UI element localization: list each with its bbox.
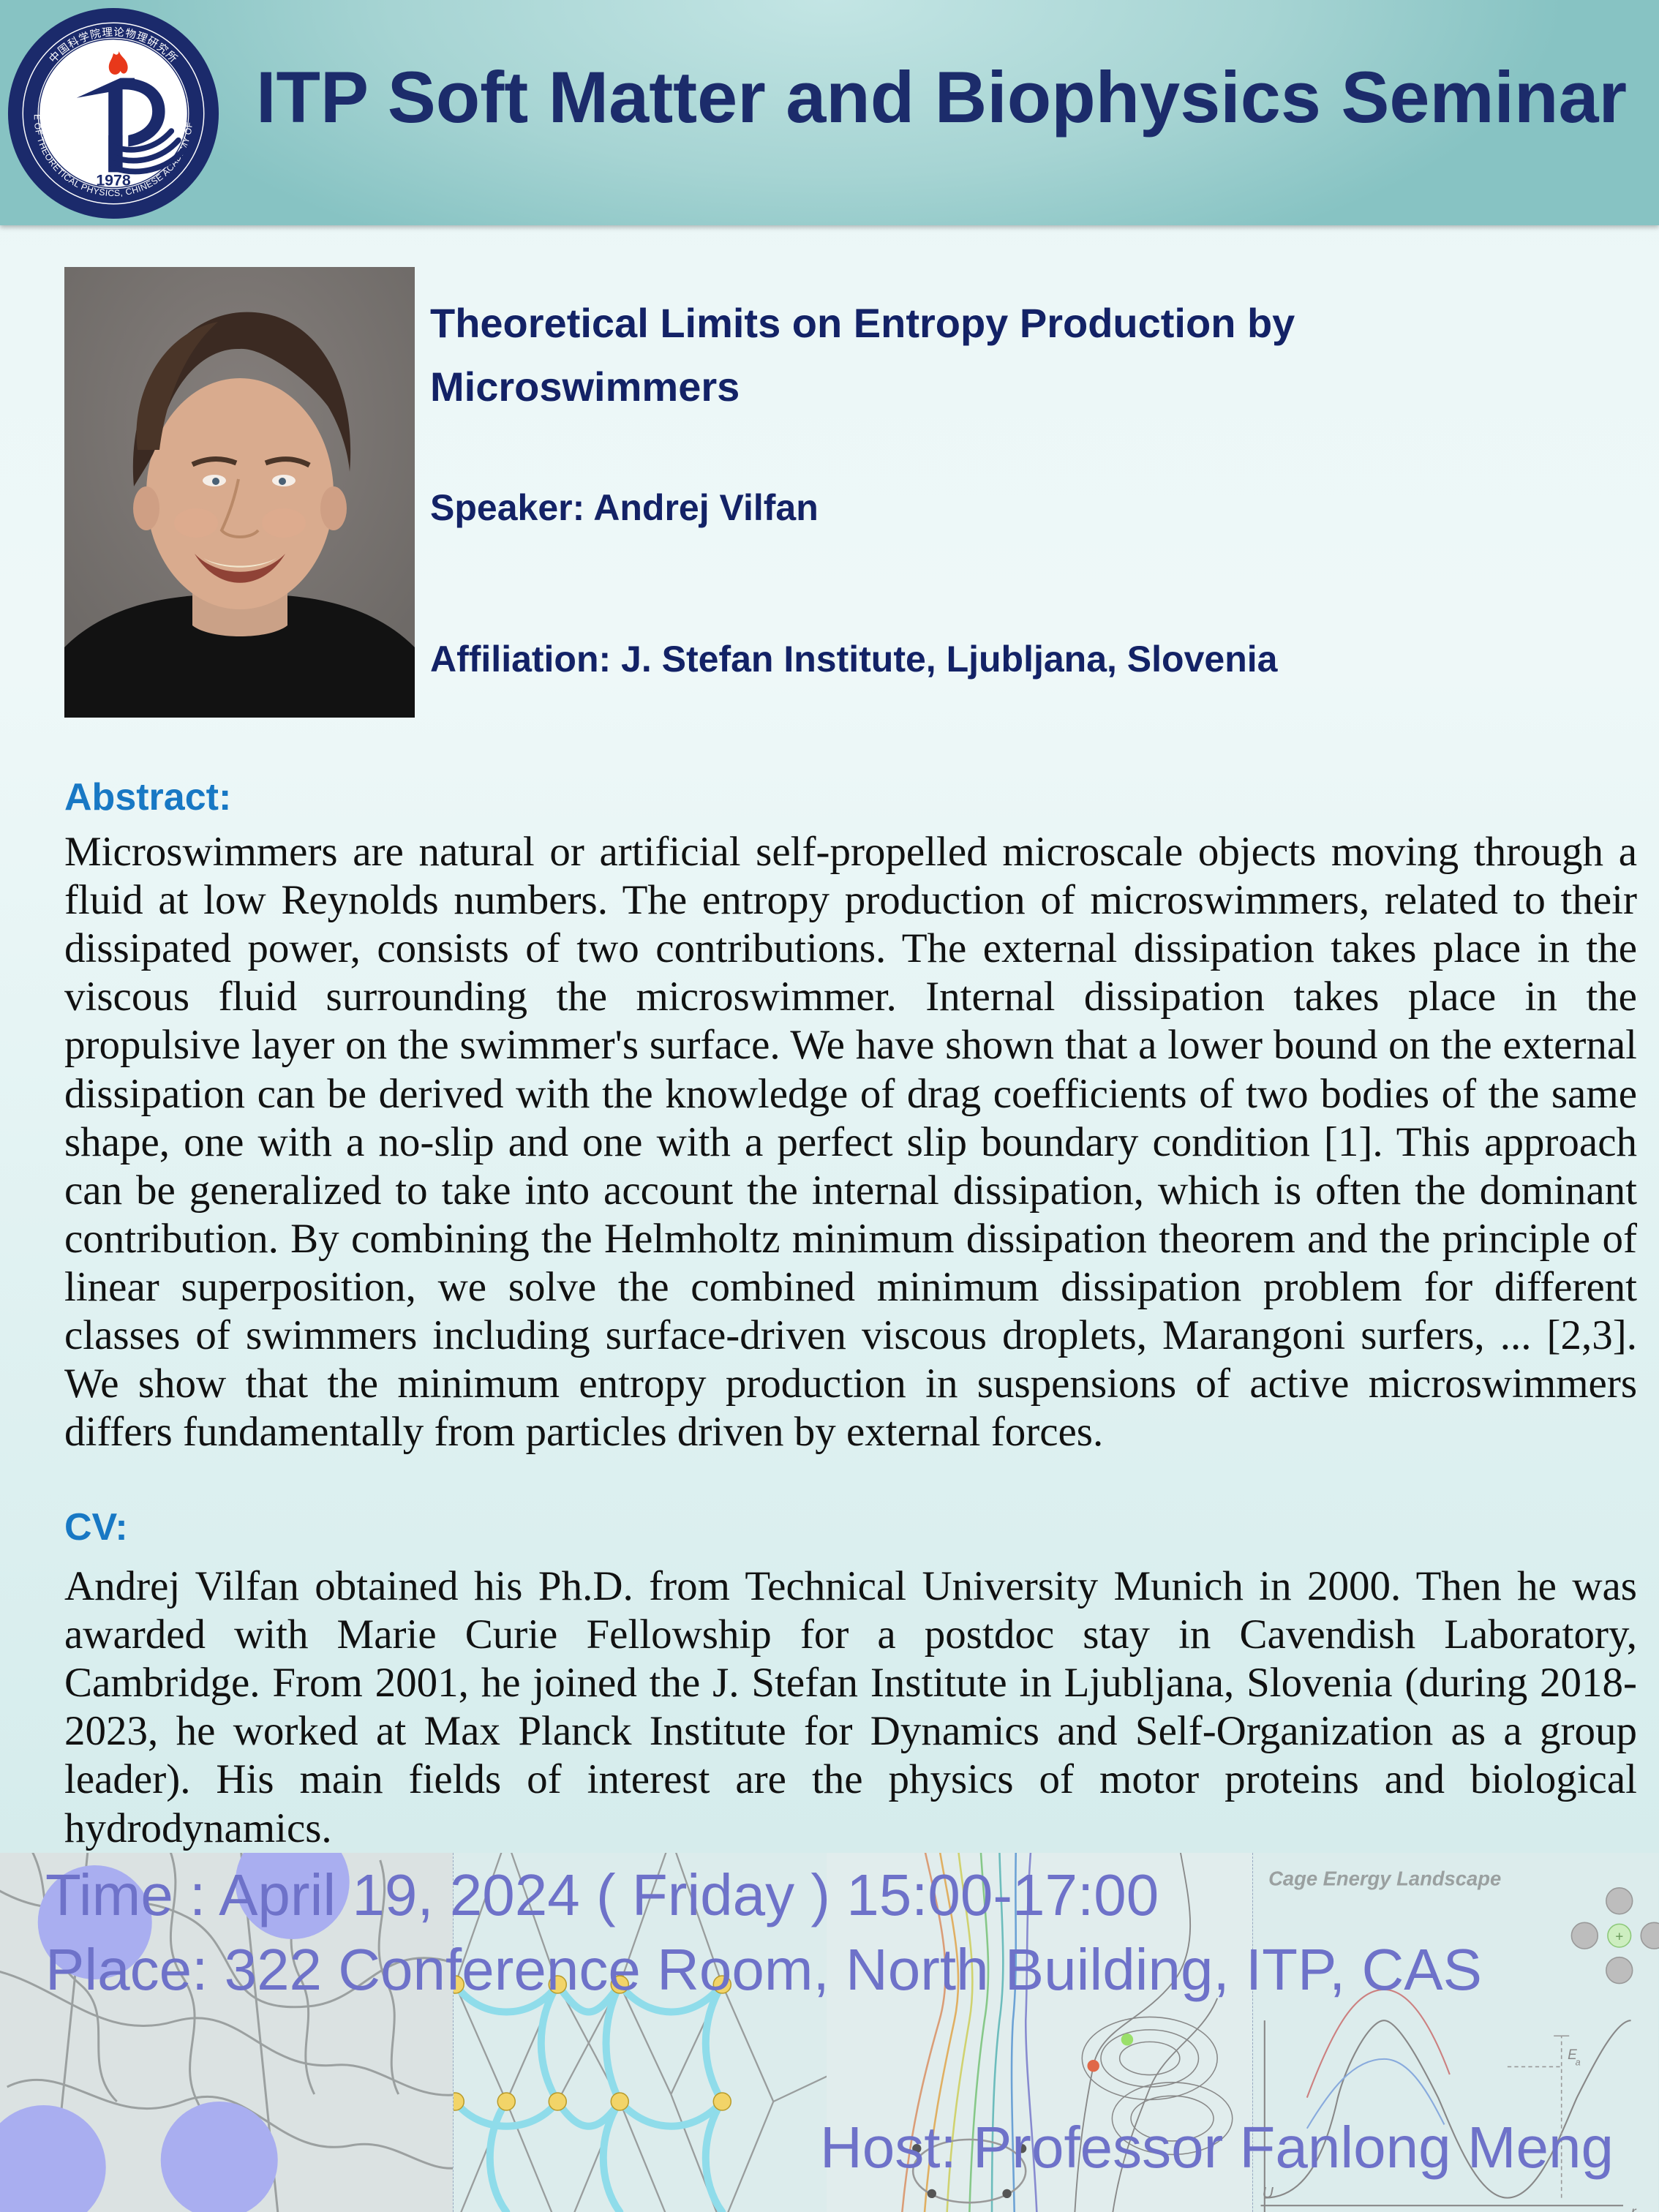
svg-text:+: + [1616,1930,1624,1945]
svg-text:a: a [1576,2057,1581,2067]
svg-text:U: U [1263,2185,1274,2202]
svg-text:1978: 1978 [96,172,130,189]
svg-text:r: r [1631,2204,1637,2212]
